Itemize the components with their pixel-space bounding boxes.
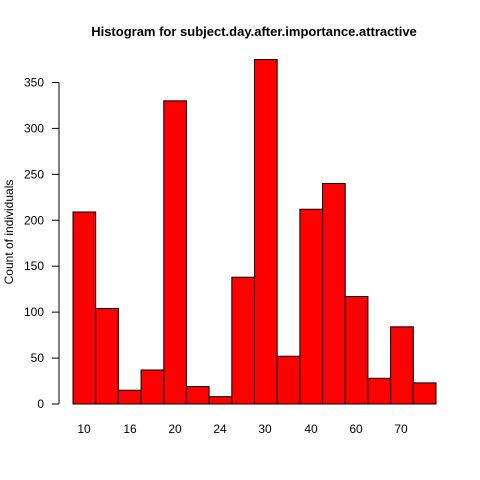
x-tick-label: 16 [123,422,137,436]
x-axis-ticks: 10 16 20 24 30 40 60 70 [77,422,408,436]
x-tick-label: 60 [349,422,363,436]
histogram-bar [299,208,324,405]
histogram-bar [117,389,142,405]
y-tick-label: 150 [24,259,44,273]
histogram-bar [254,59,278,405]
histogram-bar [344,296,369,405]
y-tick-label: 0 [37,397,44,411]
histogram-bars [72,59,437,405]
histogram-bar [367,377,392,405]
histogram-bar [412,382,437,405]
y-axis-label: Count of individuals [2,180,16,285]
x-tick-label: 40 [304,422,318,436]
y-axis: 0 50 100 150 200 250 300 350 [24,75,60,411]
x-tick-label: 70 [394,422,408,436]
histogram-bar [163,100,187,405]
y-tick-label: 200 [24,213,44,227]
histogram-bar [322,183,346,405]
y-tick-label: 300 [24,121,44,135]
y-tick-label: 350 [24,75,44,89]
histogram-bar [72,211,97,405]
histogram-bar [231,276,255,405]
histogram-bar [276,355,301,405]
x-tick-label: 20 [168,422,182,436]
x-tick-label: 10 [77,422,91,436]
histogram-bar [95,307,119,405]
chart-title: Histogram for subject.day.after.importan… [91,24,417,39]
y-tick-label: 100 [24,305,44,319]
histogram-bar [185,386,210,405]
x-tick-label: 24 [213,422,227,436]
y-tick-label: 250 [24,167,44,181]
y-tick-label: 50 [31,351,45,365]
x-tick-label: 30 [258,422,272,436]
histogram-bar [390,326,414,405]
histogram-bar [208,396,233,405]
histogram-bar [140,369,165,405]
